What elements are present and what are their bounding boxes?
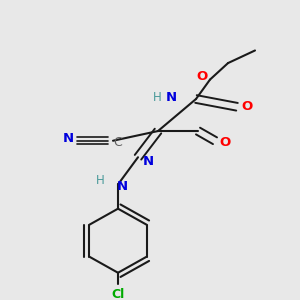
Text: N: N: [116, 180, 128, 193]
Text: Cl: Cl: [111, 288, 124, 300]
Text: H: H: [153, 91, 161, 103]
Text: N: N: [62, 132, 74, 145]
Text: H: H: [96, 174, 104, 187]
Text: C: C: [114, 136, 122, 149]
Text: N: N: [142, 154, 154, 168]
Text: O: O: [219, 136, 231, 149]
Text: O: O: [196, 70, 208, 83]
Text: N: N: [165, 91, 177, 103]
Text: O: O: [242, 100, 253, 113]
